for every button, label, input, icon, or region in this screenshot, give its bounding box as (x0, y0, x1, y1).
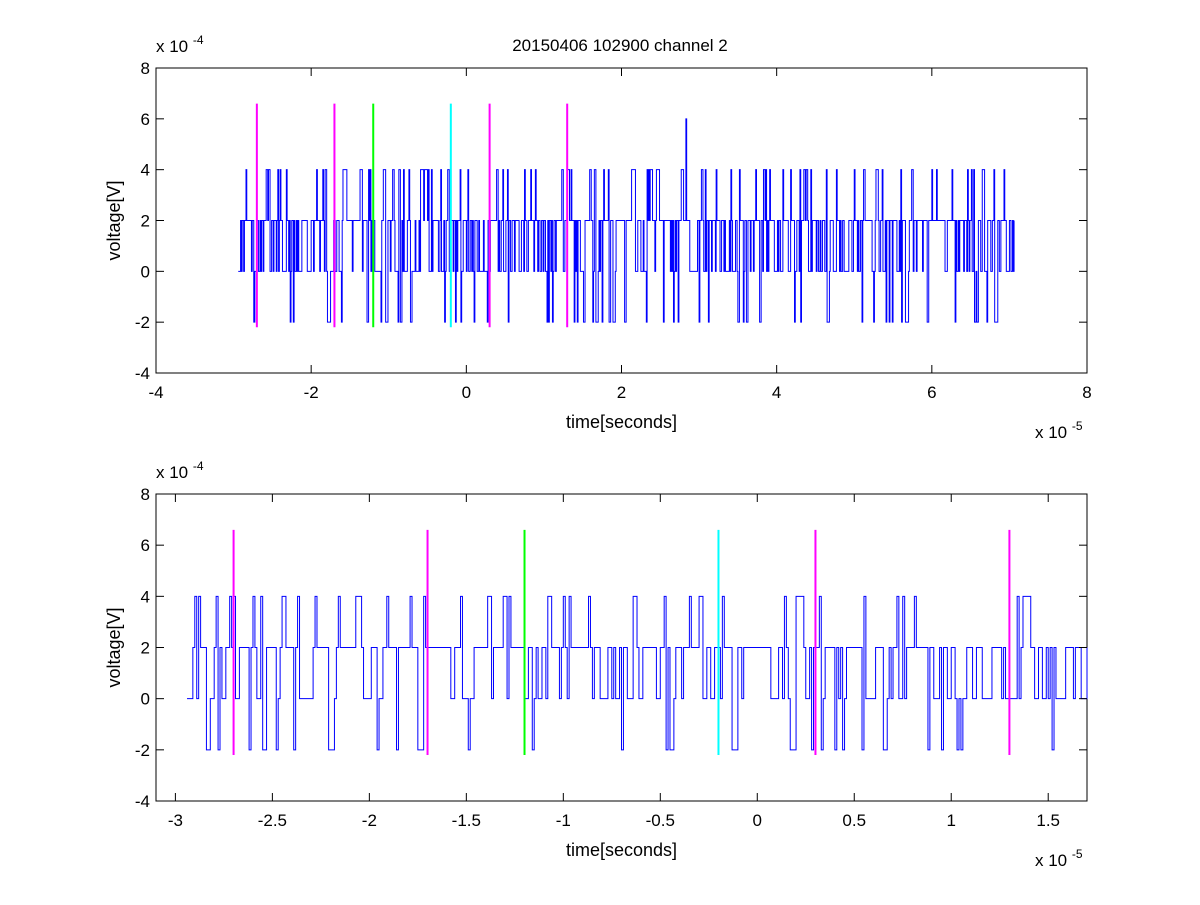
y-tick-label: 2 (141, 212, 150, 231)
bottom-plot: -3 -2.5 -2 -1.5 -1 -0.5 0 0.5 1 1.5 -4 -2 0 2 4 6 8 time[… (104, 459, 1088, 870)
y-tick-label: 0 (141, 262, 150, 281)
signal-trace (238, 118, 1015, 323)
x-tick-label: -3 (168, 811, 183, 830)
y-tick-label: 6 (141, 536, 150, 555)
x-tick-label: 0 (753, 811, 762, 830)
y-tick-label: -2 (135, 741, 150, 760)
y-tick-label: 6 (141, 110, 150, 129)
y-tick-label: 4 (141, 587, 150, 606)
x-exponent-label: x 10 -5 (1035, 419, 1083, 442)
y-axis-label: voltage[V] (104, 607, 124, 687)
x-tick-label: 0.5 (842, 811, 866, 830)
x-tick-label: 1 (946, 811, 955, 830)
x-tick-label: 6 (927, 383, 936, 402)
x-tick-label: 8 (1082, 383, 1091, 402)
x-tick-label: -1.5 (452, 811, 481, 830)
y-exponent-label: x 10 -4 (156, 33, 204, 56)
x-axis-label: time[seconds] (566, 412, 677, 432)
x-exponent-label: x 10 -5 (1035, 847, 1083, 870)
x-tick-label: 0 (462, 383, 471, 402)
x-tick-label: -2 (304, 383, 319, 402)
y-exponent-power: -4 (193, 459, 204, 473)
y-tick-label: -4 (135, 364, 150, 383)
y-exponent-label: x 10 -4 (156, 459, 204, 482)
x-tick-label: -0.5 (646, 811, 675, 830)
y-tick-label: -4 (135, 792, 150, 811)
y-axis-label: voltage[V] (104, 180, 124, 260)
y-tick-label: 2 (141, 639, 150, 658)
y-tick-label: -2 (135, 313, 150, 332)
figure-title: 20150406 102900 channel 2 (512, 36, 728, 55)
x-axis-label: time[seconds] (566, 840, 677, 860)
y-tick-label: 4 (141, 161, 150, 180)
x-tick-label: -4 (148, 383, 163, 402)
signal-trace (187, 595, 1088, 751)
y-tick-label: 8 (141, 485, 150, 504)
y-exponent-power: -4 (193, 33, 204, 47)
x-tick-label: 4 (772, 383, 781, 402)
x-tick-label: -2 (362, 811, 377, 830)
x-tick-label: 2 (617, 383, 626, 402)
x-tick-label: -2.5 (258, 811, 287, 830)
y-tick-label: 8 (141, 59, 150, 78)
x-exponent-power: -5 (1072, 847, 1083, 861)
x-tick-label: 1.5 (1036, 811, 1060, 830)
x-tick-label: -1 (556, 811, 571, 830)
top-plot: -4 -2 0 2 4 6 8 -4 -2 0 2 4 6 8 time[seconds] voltage[V… (104, 33, 1092, 442)
y-tick-label: 0 (141, 690, 150, 709)
x-exponent-power: -5 (1072, 419, 1083, 433)
